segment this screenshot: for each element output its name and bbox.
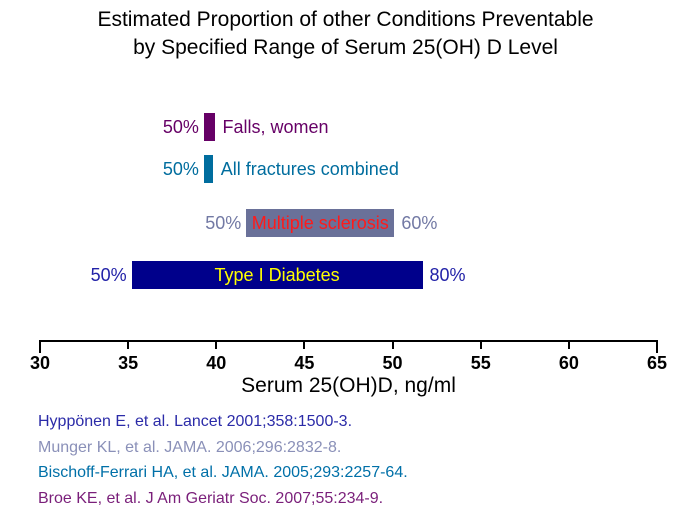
x-axis-tick-55	[479, 342, 482, 349]
x-axis-tick-label-65: 65	[646, 353, 668, 373]
x-axis-tick-40	[215, 342, 218, 349]
pct-high-label-multiple-sclerosis: 60%	[401, 213, 438, 233]
x-axis-tick-65	[656, 342, 658, 353]
chart-title-line1: Estimated Proportion of other Conditions…	[97, 8, 594, 31]
chart-title-line2: by Specified Range of Serum 25(OH) D Lev…	[133, 36, 558, 59]
citation-3: Bischoff-Ferrari HA, et al. JAMA. 2005;2…	[38, 464, 408, 482]
bar-type-i-diabetes	[131, 261, 423, 289]
pct-low-label-type-i-diabetes: 50%	[90, 265, 127, 285]
x-axis-tick-35	[127, 342, 130, 349]
bar-falls-women	[203, 113, 215, 141]
pct-low-label-falls-women: 50%	[162, 117, 199, 137]
pct-high-label-type-i-diabetes: 80%	[429, 265, 466, 285]
citation-1: Hyppönen E, et al. Lancet 2001;358:1500-…	[38, 413, 353, 430]
bar-label-multiple-sclerosis: Multiple sclerosis	[251, 213, 389, 233]
x-axis-title: Serum 25(OH)D, ng/ml	[241, 374, 456, 397]
bar-label-all-fractures-combined: All fractures combined	[220, 159, 399, 179]
bar-label-type-i-diabetes: Type I Diabetes	[214, 265, 340, 285]
x-axis-tick-60	[567, 342, 570, 349]
x-axis-tick-label-30: 30	[29, 353, 51, 373]
chart-title: Estimated Proportion of other Conditions…	[0, 6, 691, 62]
x-axis-tick-label-55: 55	[470, 353, 491, 373]
bar-label-falls-women: Falls, women	[222, 117, 329, 137]
citation-2: Munger KL, et al. JAMA. 2006;296:2832-8.	[38, 438, 342, 456]
bar-all-fractures-combined	[203, 155, 213, 183]
citation-4: Broe KE, et al. J Am Geriatr Soc. 2007;5…	[38, 490, 384, 508]
x-axis-tick-label-45: 45	[294, 353, 315, 373]
x-axis-tick-30	[39, 342, 41, 353]
pct-low-label-multiple-sclerosis: 50%	[205, 213, 242, 233]
x-axis-tick-label-60: 60	[558, 353, 579, 373]
x-axis-tick-label-50: 50	[382, 353, 403, 373]
bar-multiple-sclerosis	[246, 209, 395, 237]
x-axis-tick-50	[391, 342, 394, 349]
x-axis-tick-label-40: 40	[206, 353, 227, 373]
x-axis-tick-label-35: 35	[118, 353, 139, 373]
x-axis-tick-45	[303, 342, 306, 349]
x-axis-line	[39, 340, 658, 342]
pct-low-label-all-fractures-combined: 50%	[162, 159, 199, 179]
